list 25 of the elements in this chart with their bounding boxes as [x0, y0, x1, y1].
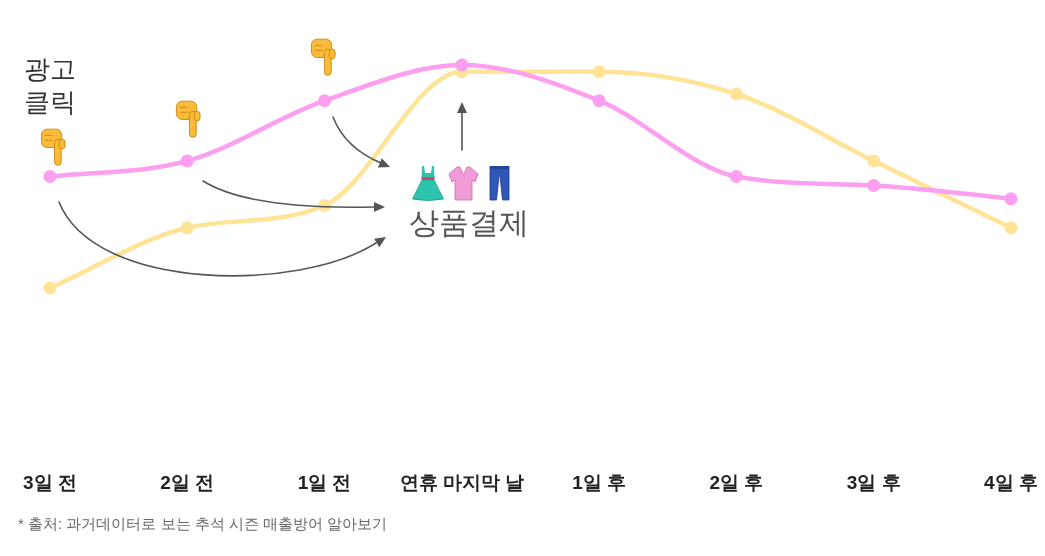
point	[729, 170, 743, 183]
point	[1004, 221, 1018, 235]
point	[1004, 192, 1018, 206]
point	[43, 281, 57, 295]
text: * 출처: 과거데이터로 보는 추석 시즌 매출방어 알아보기	[18, 514, 389, 534]
point	[729, 87, 743, 101]
x-tick-label: 2일 전	[160, 471, 215, 493]
x-tick-label: 3일 후	[846, 471, 901, 493]
point	[867, 178, 881, 192]
x-tick-label: 2일 후	[709, 471, 764, 493]
x-tick-label: 연휴 마지막 날	[399, 471, 525, 493]
x-tick-label: 3일 전	[23, 471, 77, 493]
point	[180, 154, 194, 168]
x-tick-label: 4일 후	[984, 471, 1038, 493]
point	[867, 154, 881, 168]
x-tick-label: 1일 전	[297, 471, 352, 493]
point	[318, 94, 332, 108]
point	[180, 221, 194, 235]
point	[592, 65, 606, 79]
point	[592, 94, 606, 108]
annotation: 상품결제	[409, 205, 530, 241]
annotation: 광고 클릭	[24, 53, 77, 119]
point	[455, 58, 469, 72]
x-tick-label: 1일 후	[572, 471, 627, 493]
point	[43, 170, 57, 183]
